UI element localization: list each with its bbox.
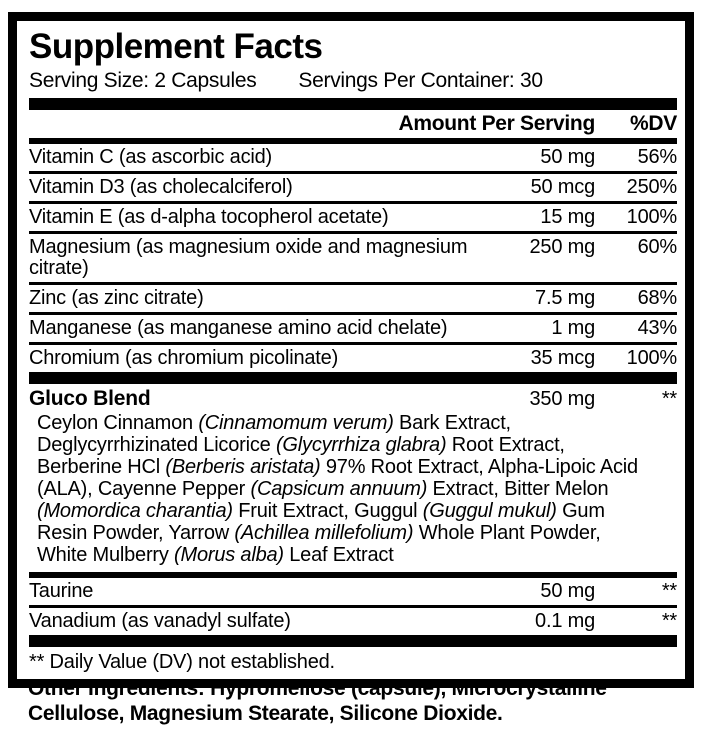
other-ingredients-label: Other Ingredients: (28, 677, 205, 700)
botanical-name: (Achillea millefolium) (234, 522, 414, 544)
nutrient-name: Vitamin E (as d-alpha tocopherol acetate… (29, 206, 389, 228)
nutrient-name: Magnesium (as magnesium oxide and magnes… (29, 236, 468, 279)
other-ingredients-text: Hypromellose (capsule), Microcrystalline… (28, 677, 607, 725)
nutrient-dv: 100% (626, 206, 678, 228)
blend-ingredient-text: Ceylon Cinnamon (37, 412, 199, 434)
nutrient-amount: 50 mcg (530, 176, 596, 198)
servings-per-container-text: Servings Per Container: 30 (298, 69, 543, 92)
divider-thick-top (29, 98, 677, 110)
other-ingredients: Other Ingredients: Hypromellose (capsule… (28, 676, 683, 726)
nutrient-row: Zinc (as zinc citrate) 7.5 mg 68% (29, 282, 677, 312)
nutrient-dv: 250% (626, 176, 678, 198)
daily-value-footnote: ** Daily Value (DV) not established. (29, 651, 335, 673)
botanical-name: (Glycyrrhiza glabra) (275, 434, 447, 456)
nutrient-row: Magnesium (as magnesium oxide and magnes… (29, 231, 677, 282)
blend-ingredient-text: Extract, Bitter Melon (427, 478, 609, 500)
botanical-name: (Berberis aristata) (165, 456, 321, 478)
nutrient-amount: 1 mg (551, 317, 595, 339)
supplement-facts-title: Supplement Facts (29, 27, 323, 66)
nutrient-row: Chromium (as chromium picolinate) 35 mcg 1… (29, 342, 677, 372)
nutrient-dv: 56% (637, 146, 678, 168)
nutrient-amount: 50 mg (540, 580, 595, 602)
blend-ingredient-text: Bark Extract, Deglycyrrhizinated Licoric… (37, 412, 511, 456)
blend-name: Gluco Blend (29, 387, 151, 410)
nutrient-dv: 68% (637, 287, 678, 309)
nutrient-amount: 50 mg (540, 146, 595, 168)
botanical-name: (Momordica charantia) (37, 500, 233, 522)
nutrient-row: Vitamin E (as d-alpha tocopherol acetate… (29, 201, 677, 231)
nutrient-dv: ** (661, 610, 677, 632)
blend-ingredient-text: Root Extract, Berberine HCl (37, 434, 565, 478)
nutrient-table: Vitamin C (as ascorbic acid) 50 mg 56% Vita… (29, 144, 677, 372)
nutrient-name: Manganese (as manganese amino acid chela… (29, 317, 448, 339)
botanical-name: (Guggul mukul) (422, 500, 557, 522)
amount-per-serving-header: Amount Per Serving (398, 112, 596, 135)
blend-ingredient-text: Whole Plant Powder, White Mulberry (37, 522, 601, 566)
nutrient-name: Vanadium (as vanadyl sulfate) (29, 610, 291, 632)
nutrient-amount: 0.1 mg (535, 610, 595, 632)
blend-ingredient-text: Fruit Extract, Guggul (232, 500, 423, 522)
divider-thick-footnote (29, 635, 677, 647)
supplement-facts-panel: Supplement Facts Serving Size: 2 Capsule… (8, 12, 694, 688)
blend-dv: ** (661, 388, 677, 410)
nutrient-name: Vitamin C (as ascorbic acid) (29, 146, 273, 168)
divider-medium-header (29, 138, 677, 144)
botanical-name: (Morus alba) (174, 544, 284, 566)
blend-row: Gluco Blend 350 mg ** (29, 384, 677, 412)
nutrient-row: Taurine 50 mg ** (29, 575, 677, 605)
blend-amount: 350 mg (529, 388, 595, 410)
nutrient-name: Zinc (as zinc citrate) (29, 287, 204, 309)
nutrient-name: Taurine (29, 580, 94, 602)
blend-ingredient-text: Gum Resin Powder, Yarrow (37, 500, 605, 544)
nutrient-amount: 15 mg (540, 206, 595, 228)
blend-ingredient-text: 97% Root Extract, Alpha-Lipoic Acid (ALA… (37, 456, 638, 500)
nutrient-dv: 100% (626, 347, 678, 369)
serving-size-text: Serving Size: 2 Capsules (29, 69, 257, 92)
nutrient-dv: 43% (637, 317, 678, 339)
dv-header: %DV (630, 112, 677, 135)
divider-thin-taurine (29, 572, 677, 575)
nutrient-row: Vanadium (as vanadyl sulfate) 0.1 mg ** (29, 605, 677, 635)
column-headers: Amount Per Serving %DV (29, 110, 678, 138)
botanical-name: (Cinnamomum verum) (198, 412, 394, 434)
nutrient-dv: ** (661, 580, 677, 602)
serving-info: Serving Size: 2 Capsules Servings Per Co… (29, 68, 677, 93)
nutrient-name: Chromium (as chromium picolinate) (29, 347, 339, 369)
nutrient-amount: 35 mcg (530, 347, 596, 369)
extra-nutrient-table: Taurine 50 mg ** Vanadium (as vanadyl sulfa… (29, 575, 677, 635)
nutrient-name: Vitamin D3 (as cholecalciferol) (29, 176, 293, 198)
blend-description: Ceylon Cinnamon (Cinnamomum verum) Bark … (29, 412, 677, 572)
nutrient-amount: 250 mg (529, 236, 595, 258)
nutrient-amount: 7.5 mg (535, 287, 595, 309)
nutrient-row: Manganese (as manganese amino acid chela… (29, 312, 677, 342)
nutrient-row: Vitamin D3 (as cholecalciferol) 50 mcg 250… (29, 171, 677, 201)
nutrient-dv: 60% (637, 236, 678, 258)
botanical-name: (Capsicum annuum) (250, 478, 428, 500)
divider-thick-blend (29, 372, 677, 384)
blend-ingredient-text: Leaf Extract (283, 544, 394, 566)
nutrient-row: Vitamin C (as ascorbic acid) 50 mg 56% (29, 144, 677, 171)
